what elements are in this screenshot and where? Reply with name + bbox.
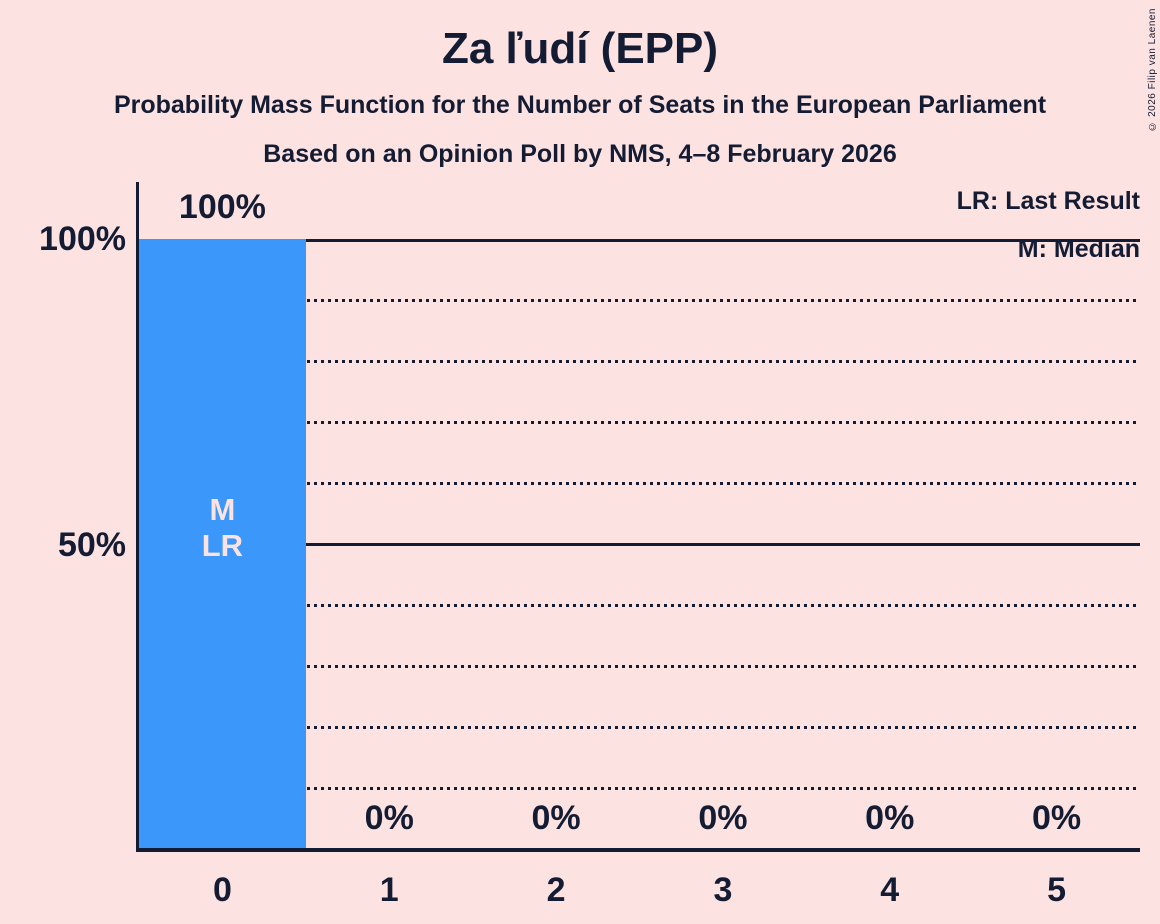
chart-title: Za ľudí (EPP) — [441, 24, 719, 73]
gridline-solid-50 — [139, 543, 1140, 546]
gridline-solid-100 — [139, 239, 1140, 242]
x-tick-label-0: 0 — [212, 871, 232, 909]
y-tick-label-100: 100% — [39, 220, 126, 258]
x-tick-label-5: 5 — [1047, 871, 1067, 909]
gridline-dotted-90 — [139, 298, 1140, 302]
y-tick-label-50: 50% — [57, 525, 126, 564]
chart-subtitle: Probability Mass Function for the Number… — [113, 91, 1047, 119]
bar-value-label-2: 0% — [531, 799, 581, 837]
gridline-dotted-70 — [139, 420, 1140, 424]
legend-last-result: LR: Last Result — [956, 187, 1140, 215]
y-axis-line — [136, 182, 139, 852]
x-tick-label-3: 3 — [713, 871, 733, 909]
legend-median: M: Median — [1017, 235, 1140, 263]
plot-area: 100% M LR 0 0% 1 0% 2 0% 3 0% 4 0% 5 — [139, 188, 1140, 909]
bar-annotation-0: M LR — [139, 492, 306, 564]
gridline-dotted-10 — [139, 787, 1140, 791]
bar-value-label-4: 0% — [865, 799, 915, 837]
chart-poll-note: Based on an Opinion Poll by NMS, 4–8 Feb… — [263, 140, 897, 168]
x-tick-label-1: 1 — [379, 871, 399, 909]
gridline-dotted-60 — [139, 481, 1140, 485]
gridline-dotted-80 — [139, 359, 1140, 363]
gridline-dotted-30 — [139, 665, 1140, 669]
bar-seats-0 — [139, 239, 306, 850]
bar-annotation-line: M — [209, 491, 236, 527]
bar-value-label-1: 0% — [364, 799, 414, 837]
bar-annotation-line: LR — [201, 527, 244, 563]
gridline-dotted-20 — [139, 726, 1140, 730]
bar-value-label-3: 0% — [698, 799, 748, 837]
bar-value-label-5: 0% — [1032, 799, 1082, 837]
bar-value-label-0: 100% — [178, 188, 266, 226]
copyright-notice: © 2026 Filip van Laenen — [1147, 8, 1158, 132]
x-tick-label-4: 4 — [880, 871, 900, 909]
gridline-dotted-40 — [139, 604, 1140, 608]
x-axis-line — [136, 848, 1140, 852]
x-tick-label-2: 2 — [546, 871, 566, 909]
